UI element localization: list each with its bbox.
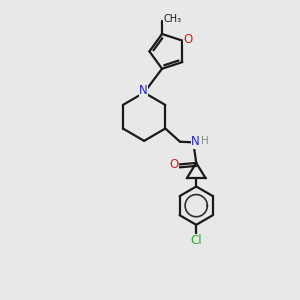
Text: N: N (191, 135, 200, 148)
Text: H: H (201, 136, 208, 146)
Text: N: N (139, 84, 148, 97)
Text: O: O (169, 158, 178, 171)
Text: CH₃: CH₃ (163, 14, 182, 24)
Text: O: O (183, 33, 192, 46)
Text: Cl: Cl (190, 235, 202, 248)
